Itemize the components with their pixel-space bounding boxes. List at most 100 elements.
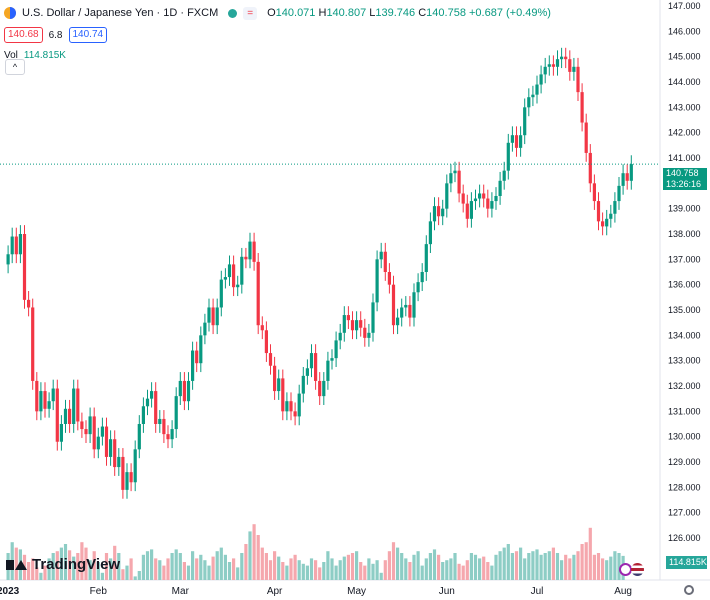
x-tick-label: Apr (267, 586, 283, 597)
volume-bar (150, 549, 154, 580)
volume-bar (145, 551, 150, 580)
close-label: C (418, 7, 427, 19)
volume-bar (539, 554, 543, 580)
candle-body (51, 388, 55, 402)
candle-body (309, 353, 314, 369)
candle-body (555, 59, 560, 67)
candle-body (248, 241, 252, 260)
volume-bar (609, 556, 613, 580)
volume-bar (68, 550, 72, 580)
volume-bar (363, 565, 367, 580)
volume-bar (555, 553, 560, 580)
volume-bar (158, 560, 162, 580)
chart-settings-icon[interactable] (684, 585, 694, 595)
candle-body (113, 439, 117, 468)
volume-bar (72, 556, 76, 580)
volume-bar (601, 558, 605, 580)
candle-body (297, 393, 301, 417)
volume-bar (510, 553, 514, 580)
candle-body (584, 122, 588, 153)
candle-body (568, 59, 572, 72)
candle-body (551, 64, 555, 67)
volume-bar (453, 553, 457, 580)
volume-bar (420, 565, 424, 580)
candle-body (560, 56, 564, 60)
candle-body (346, 315, 350, 321)
y-tick-label: 141.000 (668, 153, 701, 163)
candle-body (47, 401, 51, 409)
candle-body (441, 208, 445, 217)
volume-bar (96, 562, 100, 580)
volume-bar (248, 531, 252, 580)
y-tick-label: 133.000 (668, 356, 701, 366)
symbol-title[interactable]: U.S. Dollar / Japanese Yen · 1D · FXCM (22, 7, 219, 19)
y-tick-label: 128.000 (668, 482, 701, 492)
candle-body (129, 472, 133, 483)
volume-tag: 114.815K (666, 556, 707, 569)
chart-legend: U.S. Dollar / Japanese Yen · 1D · FXCM =… (4, 4, 551, 64)
volume-bar (264, 553, 268, 580)
y-tick-label: 146.000 (668, 26, 701, 36)
volume-bar (613, 551, 617, 580)
volume-bar (273, 551, 277, 580)
candle-body (404, 304, 408, 308)
candle-body (318, 380, 322, 397)
candle-body (543, 66, 547, 75)
candle-body (314, 353, 318, 381)
candle-body (506, 142, 510, 171)
volume-bar (371, 563, 375, 580)
candle-body (355, 320, 359, 331)
volume-label: Vol (4, 49, 18, 61)
y-tick-label: 143.000 (668, 102, 701, 112)
volume-bar (535, 549, 539, 580)
volume-bar (584, 542, 588, 580)
volume-bar (383, 560, 387, 580)
volume-bar (547, 551, 551, 580)
sell-button[interactable]: 140.68 (4, 27, 43, 43)
candle-body (68, 408, 72, 424)
volume-bar (232, 558, 236, 580)
candle-body (547, 64, 551, 67)
volume-bar (207, 565, 211, 580)
tradingview-logo[interactable]: TradingView (6, 556, 120, 573)
volume-bar (268, 560, 273, 580)
candle-body (601, 221, 605, 227)
change-value: +0.687 (+0.49%) (469, 7, 551, 19)
candle-body (465, 203, 469, 219)
candle-body (80, 421, 84, 430)
collapse-legend-button[interactable]: ^ (5, 59, 25, 75)
candle-body (486, 198, 490, 209)
y-tick-label: 144.000 (668, 77, 701, 87)
low-label: L (369, 7, 376, 19)
volume-bar (404, 558, 408, 580)
volume-bar (326, 551, 330, 580)
candle-body (76, 388, 80, 422)
tradingview-mark-icon (6, 558, 28, 572)
candle-body (387, 272, 391, 285)
y-tick-label: 134.000 (668, 330, 701, 340)
candle-body (6, 254, 10, 265)
candle-body (629, 164, 633, 181)
candle-body (96, 436, 100, 450)
buy-button[interactable]: 140.74 (68, 27, 108, 43)
candle-body (625, 173, 629, 181)
y-tick-label: 130.000 (668, 432, 701, 442)
volume-bar (560, 560, 564, 580)
volume-bar (355, 551, 359, 580)
candle-body (482, 193, 486, 199)
candle-body (391, 284, 396, 326)
us-flag-icon[interactable] (631, 563, 644, 576)
compare-button[interactable]: = (243, 6, 258, 20)
candle-body (14, 236, 18, 255)
volume-bar (133, 576, 137, 580)
volume-bar (244, 544, 248, 580)
volume-bar (113, 545, 117, 580)
volume-bar (568, 558, 572, 580)
candle-body (342, 315, 346, 333)
candle-body (519, 135, 523, 148)
candle-body (182, 380, 186, 402)
candle-body (59, 424, 63, 442)
volume-bar (494, 554, 498, 580)
candle-body (510, 135, 514, 143)
